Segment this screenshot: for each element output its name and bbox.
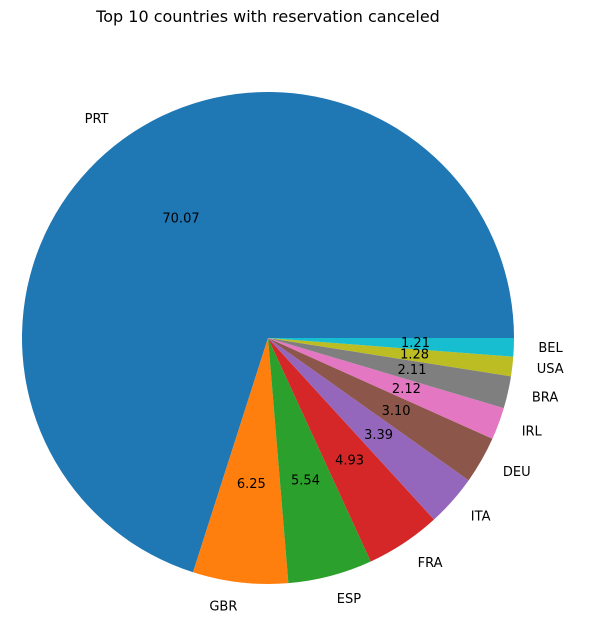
slice-value-irl: 2.12: [392, 382, 421, 397]
slice-deu: [268, 338, 493, 481]
slice-label-gbr: GBR: [209, 599, 237, 614]
slice-label-usa: USA: [537, 362, 564, 377]
slice-label-prt: PRT: [85, 112, 109, 127]
slice-value-prt: 70.07: [162, 211, 199, 226]
slice-value-esp: 5.54: [291, 473, 320, 488]
slice-esp: [268, 338, 371, 584]
slice-value-usa: 1.28: [400, 348, 429, 363]
slice-value-bra: 2.11: [398, 363, 427, 378]
slice-prt: [21, 91, 515, 573]
slice-gbr: [193, 338, 289, 584]
slice-value-ita: 3.39: [364, 428, 393, 443]
slice-label-fra: FRA: [418, 556, 443, 571]
slice-label-deu: DEU: [503, 465, 531, 480]
slice-label-irl: IRL: [522, 425, 543, 440]
slice-value-deu: 3.10: [382, 404, 411, 419]
slice-label-bel: BEL: [538, 341, 563, 356]
slice-label-ita: ITA: [471, 510, 491, 525]
slice-label-bra: BRA: [532, 390, 558, 405]
chart-title: Top 10 countries with reservation cancel…: [95, 7, 440, 26]
slice-value-gbr: 6.25: [237, 477, 266, 492]
slice-fra: [268, 338, 435, 562]
slice-value-labels: 70.07 6.25 5.54 4.933.39 3.10 2.12 2.111.281.2…: [162, 211, 430, 492]
slice-value-fra: 4.93: [335, 454, 364, 469]
slice-bra: [268, 338, 511, 409]
slice-label-esp: ESP: [337, 592, 361, 607]
slice-usa: [268, 338, 514, 377]
slice-irl: [268, 338, 504, 439]
slice-bel: [268, 338, 514, 357]
slice-labels: PRT GBR ESP FRA ITA DEU IRL BRA USA BEL: [85, 112, 564, 615]
slice-ita: [268, 338, 469, 520]
slice-value-bel: 1.21: [401, 336, 430, 351]
pie-slices: [21, 91, 515, 584]
